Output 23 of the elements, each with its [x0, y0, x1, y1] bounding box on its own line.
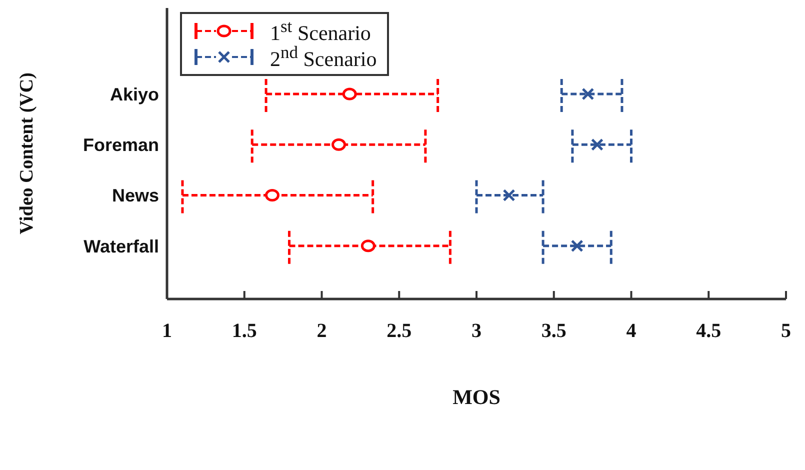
- x-tick-label: 1: [162, 320, 172, 342]
- point: [590, 138, 604, 151]
- point: [502, 189, 516, 202]
- point: [342, 88, 357, 100]
- x-tick-label: 2: [316, 320, 327, 342]
- point: [570, 240, 584, 252]
- x-tick-label: 2.5: [386, 320, 412, 342]
- x-tick-label: 1.5: [232, 320, 257, 342]
- x-axis-title: MOS: [452, 385, 500, 409]
- x-tick-label: 4.5: [696, 320, 722, 342]
- y-axis-title: Video Content (VC): [16, 72, 38, 234]
- x-tick-label: 3.5: [541, 320, 566, 342]
- y-tick-label: Akiyo: [110, 84, 159, 104]
- x-tick-label: 5: [781, 320, 791, 342]
- x-tick-label: 4: [626, 320, 636, 342]
- point: [332, 138, 346, 151]
- x-tick-label: 3: [472, 320, 482, 342]
- point: [360, 240, 376, 252]
- y-tick-label: Waterfall: [84, 236, 159, 256]
- y-tick-label: Foreman: [82, 135, 159, 156]
- point: [264, 189, 280, 202]
- y-tick-label: News: [112, 186, 159, 206]
- point: [582, 88, 594, 100]
